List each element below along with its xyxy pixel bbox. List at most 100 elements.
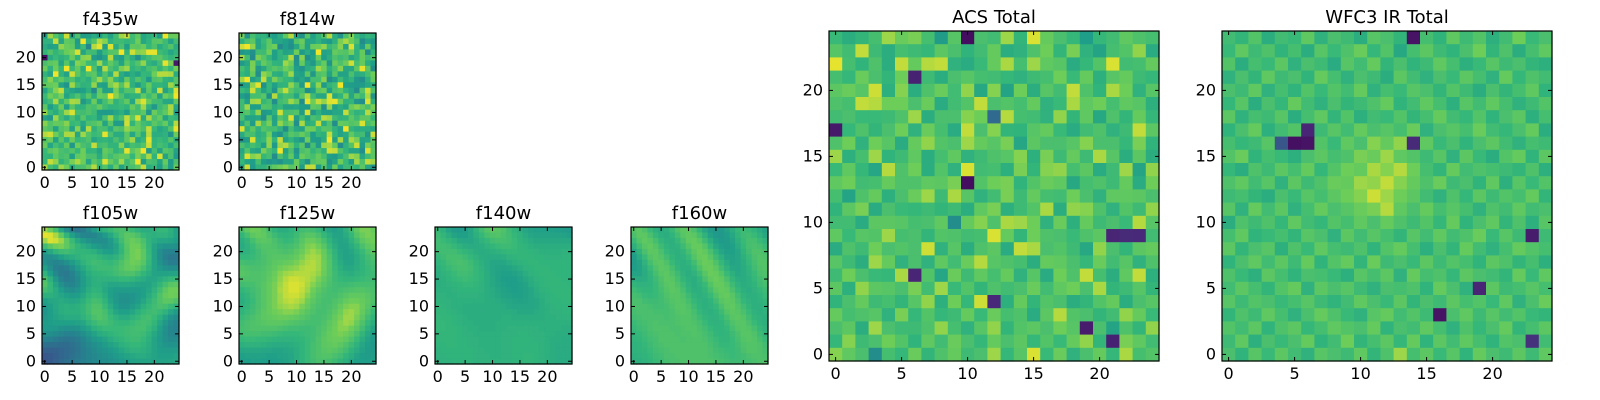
- heatmap-cell: [696, 281, 703, 288]
- heatmap-cell: [842, 44, 856, 58]
- heatmap-cell: [168, 248, 175, 255]
- heatmap-cell: [107, 82, 114, 89]
- heatmap-cell: [326, 309, 333, 316]
- heatmap-cell: [855, 347, 870, 362]
- heatmap-cell: [293, 109, 300, 116]
- heatmap-cell: [829, 308, 843, 322]
- heatmap-cell: [343, 131, 350, 138]
- heatmap-cell: [102, 131, 109, 138]
- heatmap-cell: [456, 353, 463, 360]
- heatmap-cell: [561, 331, 568, 338]
- heatmap-cell: [1066, 176, 1081, 190]
- heatmap-cell: [288, 131, 295, 138]
- heatmap-cell: [260, 331, 267, 338]
- heatmap-cell: [707, 298, 714, 305]
- heatmap-cell: [146, 325, 153, 332]
- heatmap-cell: [249, 248, 257, 255]
- heatmap-cell: [348, 54, 355, 61]
- heatmap-cell: [1248, 44, 1263, 58]
- heatmap-cell: [321, 259, 328, 266]
- heatmap-cell: [151, 237, 158, 245]
- heatmap-cell: [365, 82, 372, 89]
- heatmap-cell: [1459, 44, 1474, 58]
- heatmap-cell: [85, 314, 92, 321]
- heatmap-cell: [1040, 242, 1054, 256]
- heatmap-cell: [462, 336, 469, 343]
- heatmap-cell: [42, 232, 49, 239]
- heatmap-cell: [1459, 136, 1474, 151]
- heatmap-cell: [113, 254, 120, 261]
- heatmap-cell: [1222, 215, 1236, 230]
- heatmap-cell: [129, 237, 136, 245]
- heatmap-cell: [249, 126, 257, 133]
- heatmap-cell: [1420, 70, 1434, 85]
- heatmap-cell: [129, 309, 136, 316]
- heatmap-cell: [91, 126, 98, 133]
- heatmap-cell: [343, 159, 350, 166]
- heatmap-cell: [370, 126, 377, 133]
- heatmap-cell: [974, 202, 988, 217]
- heatmap-cell: [146, 131, 153, 138]
- heatmap-cell: [129, 115, 136, 122]
- heatmap-cell: [724, 342, 731, 349]
- heatmap-cell: [348, 115, 355, 122]
- heatmap-cell: [724, 227, 731, 234]
- heatmap-cell: [293, 309, 300, 316]
- heatmap-cell: [249, 298, 257, 305]
- heatmap-cell: [934, 242, 949, 256]
- heatmap-cell: [1380, 110, 1395, 124]
- heatmap-cell: [445, 298, 453, 305]
- heatmap-cell: [102, 342, 109, 349]
- heatmap-cell: [255, 164, 262, 171]
- heatmap-cell: [91, 109, 98, 116]
- heatmap-cell: [140, 164, 147, 171]
- heatmap-cell: [58, 87, 65, 94]
- heatmap-cell: [102, 259, 109, 266]
- heatmap-cell: [1340, 110, 1355, 124]
- heatmap-cell: [282, 164, 289, 171]
- heatmap-cell: [91, 287, 98, 294]
- heatmap-cell: [934, 308, 949, 322]
- heatmap-cell: [1472, 202, 1487, 217]
- heatmap-cell: [299, 142, 306, 149]
- heatmap-cell: [129, 159, 136, 166]
- heatmap-cell: [539, 353, 546, 360]
- heatmap-cell: [107, 115, 114, 122]
- heatmap-cell: [47, 76, 54, 83]
- heatmap-cell: [757, 227, 764, 234]
- heatmap-cell: [370, 237, 377, 245]
- heatmap-cell: [118, 98, 125, 105]
- heatmap-cell: [332, 265, 339, 272]
- heatmap-cell: [511, 353, 518, 360]
- heatmap-cell: [961, 229, 975, 243]
- heatmap-cell: [1248, 215, 1263, 230]
- heatmap-cell: [299, 265, 306, 272]
- heatmap-cell: [343, 292, 350, 299]
- heatmap-cell: [337, 292, 344, 299]
- heatmap-cell: [724, 281, 731, 288]
- heatmap-cell: [74, 270, 81, 277]
- heatmap-cell: [740, 320, 747, 327]
- heatmap-cell: [260, 309, 267, 316]
- heatmap-cell: [544, 342, 551, 349]
- heatmap-cell: [489, 331, 496, 338]
- heatmap-cell: [239, 43, 246, 51]
- heatmap-cell: [348, 131, 355, 138]
- heatmap-cell: [365, 336, 372, 343]
- heatmap-cell: [310, 82, 317, 89]
- heatmap-cell: [58, 254, 65, 261]
- heatmap-cell: [685, 314, 692, 321]
- heatmap-cell: [107, 71, 114, 78]
- heatmap-cell: [702, 336, 709, 343]
- heatmap-cell: [118, 292, 125, 299]
- heatmap-cell: [680, 292, 687, 299]
- heatmap-cell: [255, 347, 262, 354]
- heatmap-cell: [282, 104, 289, 111]
- heatmap-cell: [315, 298, 322, 305]
- heatmap-cell: [168, 126, 175, 133]
- heatmap-cell: [151, 276, 158, 283]
- heatmap-cell: [332, 243, 339, 250]
- heatmap-cell: [244, 303, 251, 310]
- heatmap-cell: [113, 281, 120, 288]
- heatmap-cell: [1393, 97, 1408, 111]
